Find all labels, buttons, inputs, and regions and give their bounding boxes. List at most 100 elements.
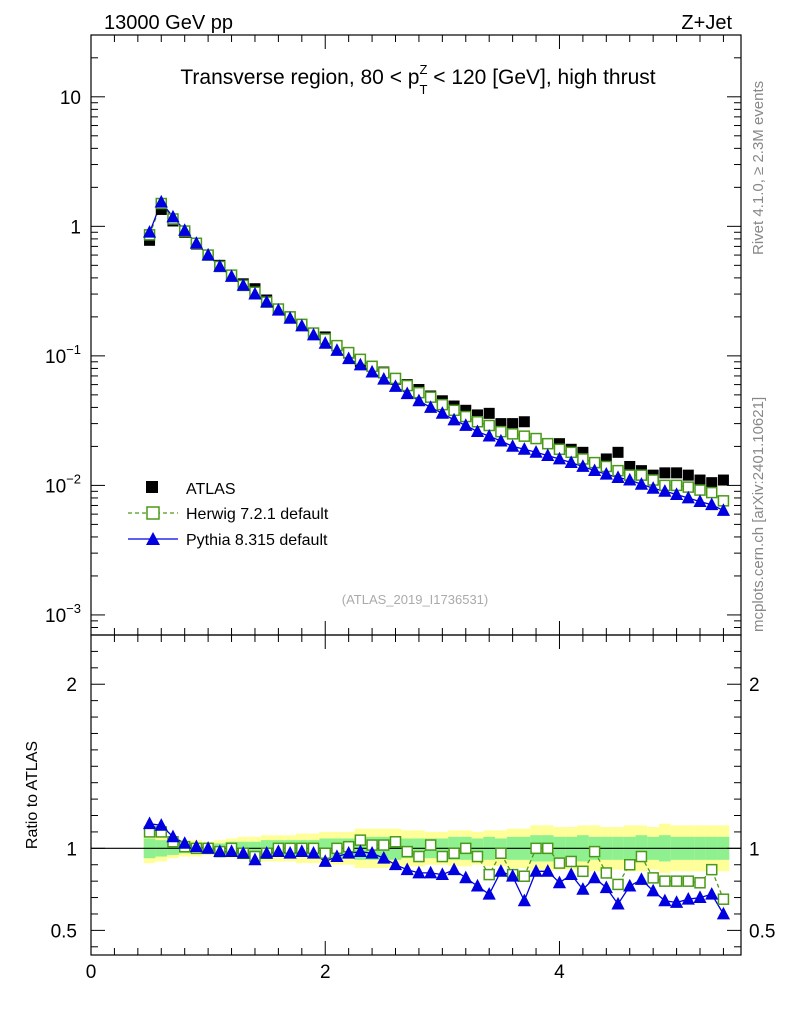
pythia-main-point [634, 477, 649, 490]
pythia-main-point [599, 467, 613, 480]
atlas-main-point [659, 467, 671, 479]
pythia-main-point [611, 470, 625, 483]
herwig-main-point [694, 484, 706, 496]
pythia-main-point [529, 445, 543, 458]
herwig-ratio-point [389, 836, 402, 848]
x-axis-labels: 0 2 4 [86, 962, 565, 983]
pythia-ratio-point [435, 867, 449, 880]
herwig-main-point [506, 428, 519, 440]
pythia-ratio-point [576, 882, 590, 895]
ratio-ytick-label-right: 1 [749, 839, 760, 860]
pythia-main-point [705, 497, 719, 511]
main-ytick-label: 1 [70, 217, 81, 238]
pythia-ratio-point [342, 846, 356, 859]
pythia-main-point [482, 428, 496, 442]
atlas-main-point [577, 446, 589, 458]
pythia-main-point [681, 490, 695, 504]
pythia-main-point [412, 393, 426, 407]
pythia-main-point [716, 503, 731, 516]
pythia-ratio-point [716, 906, 731, 920]
pythia-main-point [213, 259, 227, 272]
herwig-ratio-point [577, 865, 589, 878]
legend-pythia-marker [146, 532, 160, 545]
ratio-panel: 2 2 1 1 0.5 0.5 Ratio to ATLAS [24, 634, 775, 956]
legend-pythia-label: Pythia 8.315 default [186, 532, 328, 549]
pythia-main-point [470, 424, 485, 438]
pythia-main-point [623, 472, 637, 486]
herwig-ratio-point [448, 847, 460, 860]
ratio-axis-ticks: 2 2 1 1 0.5 0.5 [51, 635, 775, 955]
pythia-main-point [506, 439, 520, 452]
atlas-main-point [471, 409, 483, 421]
atlas-main-point [495, 418, 507, 430]
legend-herwig-marker [146, 506, 160, 520]
pythia-main-point [669, 487, 684, 500]
herwig-ratio-point [705, 863, 718, 876]
herwig-ratio-point [647, 872, 659, 884]
herwig-ratio-point [553, 857, 566, 869]
herwig-main-point [682, 481, 695, 493]
pythia-ratio-point [588, 870, 602, 884]
herwig-main-point [518, 430, 531, 442]
pythia-main-point [365, 364, 379, 378]
pythia-main-point [353, 357, 367, 371]
process-label: Z+Jet [681, 12, 732, 34]
pythia-main-point [388, 379, 403, 392]
plot-title-part1: Transverse region, 80 < p [180, 66, 419, 89]
atlas-main-point [155, 203, 167, 215]
herwig-main-point [542, 437, 554, 450]
herwig-ratio-point [483, 868, 495, 881]
pythia-main-point [424, 400, 438, 413]
pythia-ratio-point [447, 862, 461, 876]
atlas-main-point [518, 416, 530, 428]
herwig-ratio-point [436, 850, 449, 863]
x-tick-label: 4 [554, 962, 565, 983]
herwig-ratio-point [635, 850, 648, 863]
herwig-ratio-point [471, 850, 484, 863]
herwig-main-point [530, 432, 542, 445]
atlas-main-point [507, 418, 519, 430]
pythia-ratio-point [142, 816, 157, 830]
pythia-ratio-point [517, 893, 531, 907]
pythia-main-point [646, 481, 660, 494]
herwig-main-point [705, 486, 718, 499]
pythia-ratio-point [459, 870, 473, 884]
pythia-main-point [178, 223, 192, 236]
pythia-ratio-point [424, 865, 438, 879]
pythia-ratio-point [529, 864, 543, 877]
herwig-ratio-point [413, 850, 425, 863]
pythia-ratio-point [248, 852, 262, 866]
pythia-main-point [447, 412, 461, 426]
ratio-ytick-label: 0.5 [51, 921, 77, 942]
main-panel: 10 1 10−1 10−2 10−3 Transverse region, 80 < … [45, 34, 742, 636]
pythia-ratio-point [412, 865, 426, 879]
pythia-main-point [552, 451, 567, 465]
plot-title-sup: Z [419, 62, 427, 77]
ratio-ytick-label-right: 2 [749, 675, 760, 696]
atlas-main-point [460, 404, 472, 416]
pythia-ratio-point [236, 846, 250, 859]
herwig-ratio-point [401, 845, 413, 858]
pythia-main-point [142, 225, 157, 238]
herwig-ratio-point [659, 875, 671, 887]
herwig-ratio-point [495, 847, 507, 860]
pythia-main-point [318, 336, 332, 349]
ratio-ytick-label: 1 [66, 839, 77, 860]
pythia-ratio-point [681, 892, 695, 905]
atlas-main-point [671, 467, 683, 479]
pythia-ratio-point [623, 878, 637, 892]
atlas-main-point [717, 474, 729, 486]
atlas-main-point [624, 460, 636, 472]
main-ytick-label: 10−2 [45, 471, 81, 497]
ratio-ytick-label: 2 [66, 675, 77, 696]
pythia-ratio-point [693, 890, 707, 903]
herwig-ratio-point [530, 842, 542, 855]
pythia-main-point [283, 311, 297, 324]
herwig-ratio-point [460, 842, 472, 855]
pythia-main-point [166, 209, 180, 223]
pythia-main-point [588, 463, 602, 477]
pythia-ratio-point [330, 849, 344, 862]
energy-label: 13000 GeV pp [104, 12, 233, 34]
legend[interactable]: ATLAS Herwig 7.2.1 default Pythia 8.315 … [128, 481, 329, 549]
pythia-main-point [260, 294, 274, 308]
